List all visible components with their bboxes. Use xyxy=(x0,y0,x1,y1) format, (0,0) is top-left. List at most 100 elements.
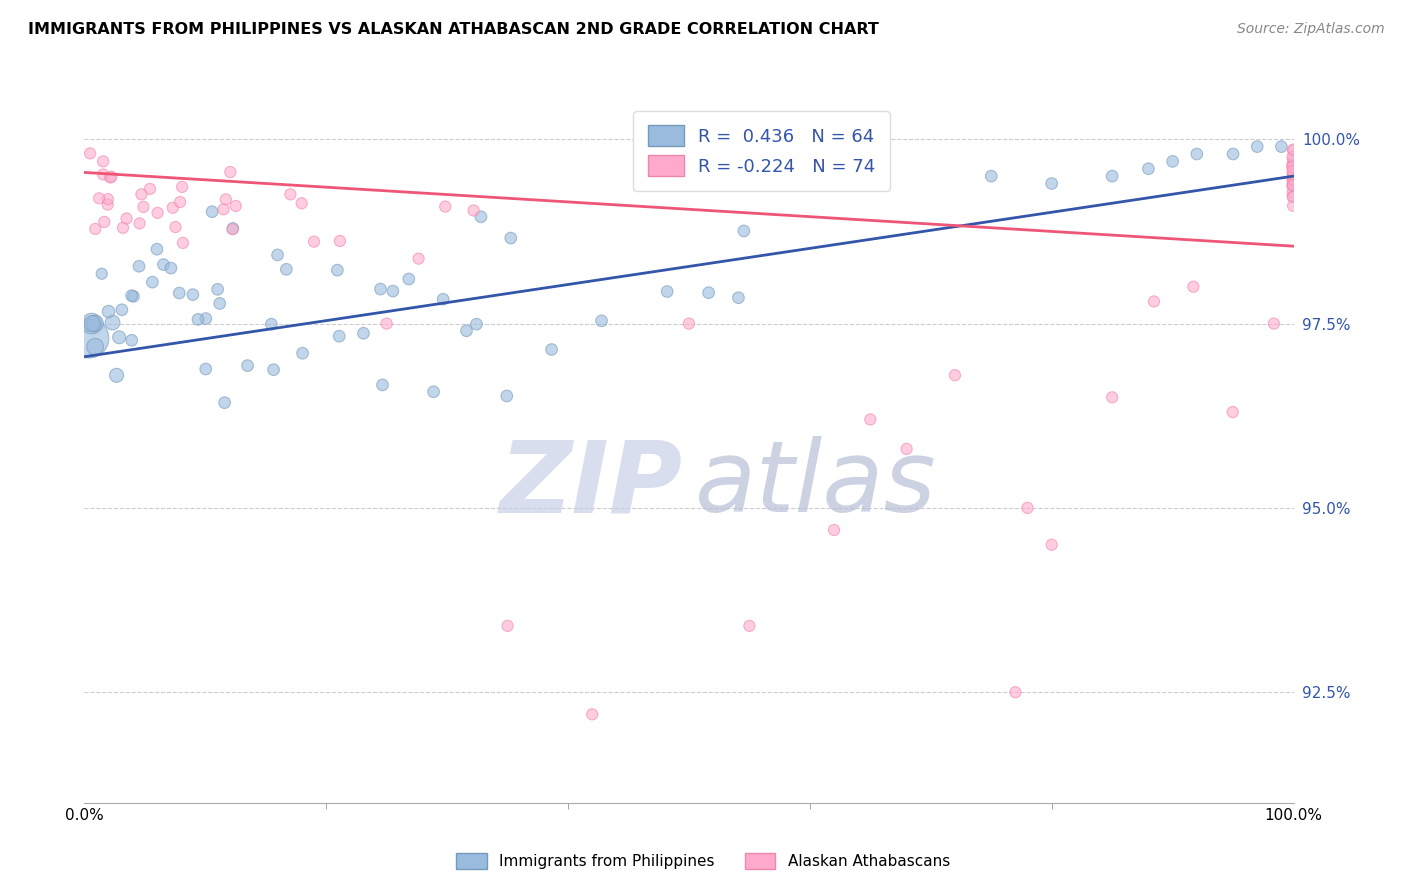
Point xyxy=(581,707,603,722)
Point xyxy=(214,395,236,409)
Point xyxy=(456,324,478,338)
Point xyxy=(128,260,150,274)
Point xyxy=(162,201,184,215)
Point xyxy=(1161,154,1184,169)
Point xyxy=(101,316,124,330)
Point xyxy=(302,235,325,249)
Point xyxy=(1281,186,1303,200)
Point xyxy=(1281,150,1303,164)
Point xyxy=(181,287,204,301)
Point xyxy=(733,224,755,238)
Point xyxy=(353,326,375,341)
Point xyxy=(495,389,517,403)
Point xyxy=(326,263,349,277)
Point xyxy=(1282,144,1305,158)
Point xyxy=(146,242,169,256)
Point xyxy=(371,378,394,392)
Point xyxy=(84,340,107,354)
Point xyxy=(152,258,174,272)
Point xyxy=(208,296,231,310)
Point xyxy=(121,333,143,347)
Point xyxy=(375,317,398,331)
Point xyxy=(980,169,1002,183)
Point xyxy=(1282,168,1305,182)
Point xyxy=(236,359,259,373)
Point xyxy=(111,302,134,317)
Legend: R =  0.436   N = 64, R = -0.224   N = 74: R = 0.436 N = 64, R = -0.224 N = 74 xyxy=(633,111,890,191)
Point xyxy=(591,314,613,328)
Point xyxy=(1282,167,1305,181)
Point xyxy=(540,343,562,357)
Point xyxy=(194,311,217,326)
Point xyxy=(82,317,104,331)
Text: atlas: atlas xyxy=(695,436,936,533)
Point xyxy=(172,180,194,194)
Point xyxy=(470,210,492,224)
Point xyxy=(172,235,194,250)
Point xyxy=(111,220,134,235)
Point xyxy=(328,329,350,343)
Point xyxy=(280,187,302,202)
Point xyxy=(432,292,454,306)
Point xyxy=(1222,405,1244,419)
Point xyxy=(1222,147,1244,161)
Point xyxy=(1282,143,1305,157)
Point xyxy=(1182,279,1205,293)
Point xyxy=(260,317,283,331)
Point xyxy=(276,262,298,277)
Point xyxy=(1281,189,1303,203)
Point xyxy=(165,220,187,235)
Point xyxy=(1004,685,1026,699)
Point xyxy=(896,442,918,456)
Point xyxy=(263,362,285,376)
Point xyxy=(266,248,288,262)
Point xyxy=(90,267,112,281)
Point xyxy=(84,317,107,331)
Point xyxy=(128,216,150,230)
Point xyxy=(1281,178,1303,192)
Point xyxy=(496,619,519,633)
Point xyxy=(381,284,404,298)
Point xyxy=(80,317,103,331)
Point xyxy=(657,285,679,299)
Point xyxy=(408,252,430,266)
Point xyxy=(77,331,100,345)
Point xyxy=(1282,172,1305,186)
Point xyxy=(370,282,392,296)
Point xyxy=(97,304,120,318)
Point xyxy=(97,192,120,206)
Point xyxy=(499,231,522,245)
Point xyxy=(678,317,700,331)
Point xyxy=(1143,294,1166,309)
Point xyxy=(859,412,882,426)
Point xyxy=(201,204,224,219)
Text: Source: ZipAtlas.com: Source: ZipAtlas.com xyxy=(1237,22,1385,37)
Point xyxy=(329,234,352,248)
Point xyxy=(1263,317,1285,331)
Point xyxy=(463,203,485,218)
Point xyxy=(1017,500,1039,515)
Legend: Immigrants from Philippines, Alaskan Athabascans: Immigrants from Philippines, Alaskan Ath… xyxy=(450,847,956,875)
Point xyxy=(1185,147,1208,161)
Point xyxy=(1282,153,1305,167)
Point xyxy=(738,619,761,633)
Point xyxy=(1281,160,1303,174)
Point xyxy=(187,312,209,326)
Point xyxy=(215,193,238,207)
Point xyxy=(87,191,110,205)
Point xyxy=(79,146,101,161)
Point xyxy=(943,368,966,383)
Point xyxy=(1040,538,1063,552)
Point xyxy=(108,330,131,344)
Point xyxy=(1281,179,1303,194)
Point xyxy=(1101,169,1123,183)
Point xyxy=(121,288,143,302)
Point xyxy=(1270,139,1292,153)
Point xyxy=(207,282,229,296)
Point xyxy=(98,170,121,185)
Point xyxy=(141,275,163,289)
Point xyxy=(169,194,191,209)
Point xyxy=(1281,157,1303,171)
Point xyxy=(194,362,217,376)
Point xyxy=(91,168,114,182)
